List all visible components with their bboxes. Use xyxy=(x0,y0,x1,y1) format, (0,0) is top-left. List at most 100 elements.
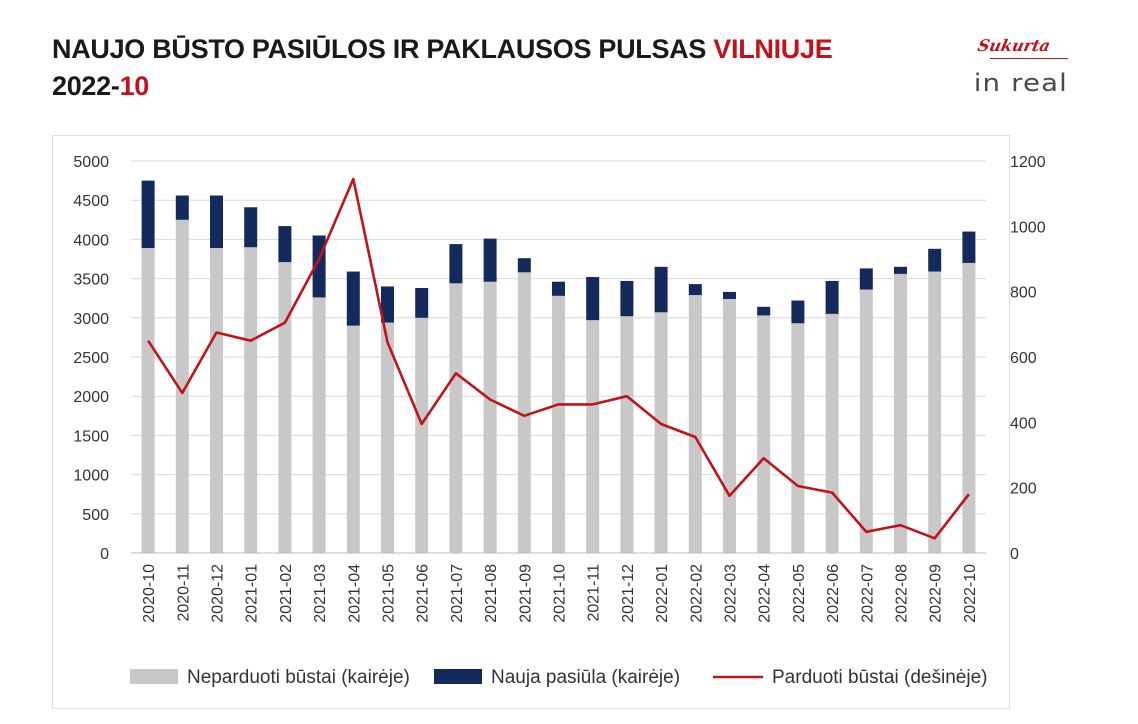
left-tick-label: 5000 xyxy=(73,154,109,171)
bar-new-supply xyxy=(278,226,292,263)
x-tick-label: 2021-06 xyxy=(415,564,432,623)
legend-label-sold: Parduoti būstai (dešinėje) xyxy=(772,667,987,688)
bar-new-supply xyxy=(415,288,429,318)
x-tick-label: 2021-07 xyxy=(449,564,466,623)
bar-unsold xyxy=(141,248,155,554)
left-tick-label: 4500 xyxy=(73,193,109,210)
bar-new-supply xyxy=(586,277,600,321)
bar-unsold xyxy=(312,297,326,553)
x-tick-label: 2021-08 xyxy=(483,564,500,623)
x-tick-label: 2021-03 xyxy=(312,564,329,623)
legend-label-new-supply: Nauja pasiūla (kairėje) xyxy=(491,667,680,688)
bar-unsold xyxy=(757,315,771,553)
title-block: NAUJO BŪSTO PASIŪLOS IR PAKLAUSOS PULSAS… xyxy=(52,31,833,105)
x-tick-label: 2022-09 xyxy=(928,564,945,623)
x-tick-label: 2022-03 xyxy=(723,564,740,623)
bar-unsold xyxy=(244,247,258,554)
left-tick-label: 2500 xyxy=(73,350,109,367)
bar-new-supply xyxy=(517,258,531,273)
bar-unsold xyxy=(791,323,805,553)
x-tick-label: 2022-01 xyxy=(654,564,671,623)
x-tick-label: 2022-06 xyxy=(825,564,842,623)
bar-new-supply xyxy=(210,195,223,249)
x-tick-label: 2021-02 xyxy=(278,564,295,623)
x-tick-label: 2020-11 xyxy=(175,564,192,622)
right-tick-label: 400 xyxy=(1010,415,1037,432)
bar-new-supply xyxy=(483,238,497,282)
right-tick-label: 0 xyxy=(1010,546,1019,563)
bar-new-supply xyxy=(654,266,668,313)
left-tick-label: 3000 xyxy=(73,311,109,328)
x-tick-label: 2022-04 xyxy=(757,564,774,623)
right-tick-label: 1000 xyxy=(1010,219,1046,236)
sold-points xyxy=(148,178,970,539)
subtitle-accent: 10 xyxy=(119,71,150,101)
right-tick-label: 600 xyxy=(1010,350,1037,367)
bar-unsold xyxy=(859,289,873,553)
x-tick-label: 2022-07 xyxy=(859,564,876,623)
bar-unsold xyxy=(483,281,497,553)
legend-label-unsold: Neparduoti būstai (kairėje) xyxy=(187,667,410,688)
bar-new-supply xyxy=(928,248,942,272)
chart-title: NAUJO BŪSTO PASIŪLOS IR PAKLAUSOS PULSAS… xyxy=(52,31,833,68)
left-tick-label: 3500 xyxy=(73,272,109,289)
bar-new-supply xyxy=(894,266,907,274)
right-axis: 0 200 400 600 800 1000 1200 xyxy=(1010,154,1046,563)
bars xyxy=(141,180,976,554)
x-tick-label: 2022-08 xyxy=(894,564,911,623)
bar-new-supply xyxy=(859,268,873,290)
bar-new-supply xyxy=(723,291,736,299)
right-tick-label: 800 xyxy=(1010,285,1037,302)
right-tick-label: 1200 xyxy=(1010,154,1046,171)
bar-unsold xyxy=(723,298,736,553)
bar-unsold xyxy=(688,295,702,553)
x-tick-label: 2021-11 xyxy=(586,564,603,622)
legend: Neparduoti būstai (kairėje) Nauja pasiūla… xyxy=(130,667,987,688)
x-tick-label: 2021-09 xyxy=(517,564,534,623)
x-tick-label: 2021-10 xyxy=(552,564,569,623)
left-tick-label: 2000 xyxy=(73,389,109,406)
bar-unsold xyxy=(894,273,907,553)
bar-unsold xyxy=(381,322,394,553)
bar-new-supply xyxy=(791,300,805,324)
bar-unsold xyxy=(415,317,429,553)
x-tick-label: 2020-10 xyxy=(141,564,158,623)
x-tick-label: 2021-01 xyxy=(244,564,261,623)
bar-unsold xyxy=(620,316,634,553)
bar-unsold xyxy=(962,262,976,553)
bar-unsold xyxy=(278,262,292,553)
bar-unsold xyxy=(928,271,942,553)
chart-frame xyxy=(52,135,1010,709)
bar-unsold xyxy=(517,272,531,553)
title-main: NAUJO BŪSTO PASIŪLOS IR PAKLAUSOS PULSAS xyxy=(52,34,714,64)
legend-swatch-new-supply xyxy=(434,669,482,684)
bar-new-supply xyxy=(825,280,839,314)
bar-new-supply xyxy=(175,195,189,220)
bar-new-supply xyxy=(381,286,394,323)
x-tick-label: 2020-12 xyxy=(210,564,227,623)
left-axis: 0 500 1000 1500 2000 2500 3000 3500 4000 4500 5000 xyxy=(73,154,109,563)
x-tick-label: 2022-05 xyxy=(791,564,808,623)
left-tick-label: 0 xyxy=(100,546,109,563)
x-axis: 2020-10 2020-11 2020-12 2021-01 2021-02 2021-… xyxy=(141,564,979,623)
bar-unsold xyxy=(552,295,565,553)
bar-unsold xyxy=(346,325,360,553)
bar-unsold xyxy=(825,313,839,553)
bar-unsold xyxy=(175,219,189,554)
x-tick-label: 2021-04 xyxy=(346,564,363,623)
x-tick-label: 2022-10 xyxy=(962,564,979,623)
left-tick-label: 500 xyxy=(82,507,109,524)
logo-underline xyxy=(990,58,1068,59)
bar-unsold xyxy=(654,312,668,553)
bar-new-supply xyxy=(244,207,258,248)
logo-main-text: in real xyxy=(973,69,1068,97)
bar-new-supply xyxy=(449,244,463,284)
bar-unsold xyxy=(449,283,463,553)
bar-new-supply xyxy=(688,284,702,296)
inreal-logo: Sukurta in real xyxy=(968,36,1068,100)
subtitle-main: 2022- xyxy=(52,71,120,101)
left-tick-label: 1000 xyxy=(73,468,109,485)
bar-new-supply xyxy=(141,180,155,249)
title-accent: VILNIUJE xyxy=(713,34,833,64)
